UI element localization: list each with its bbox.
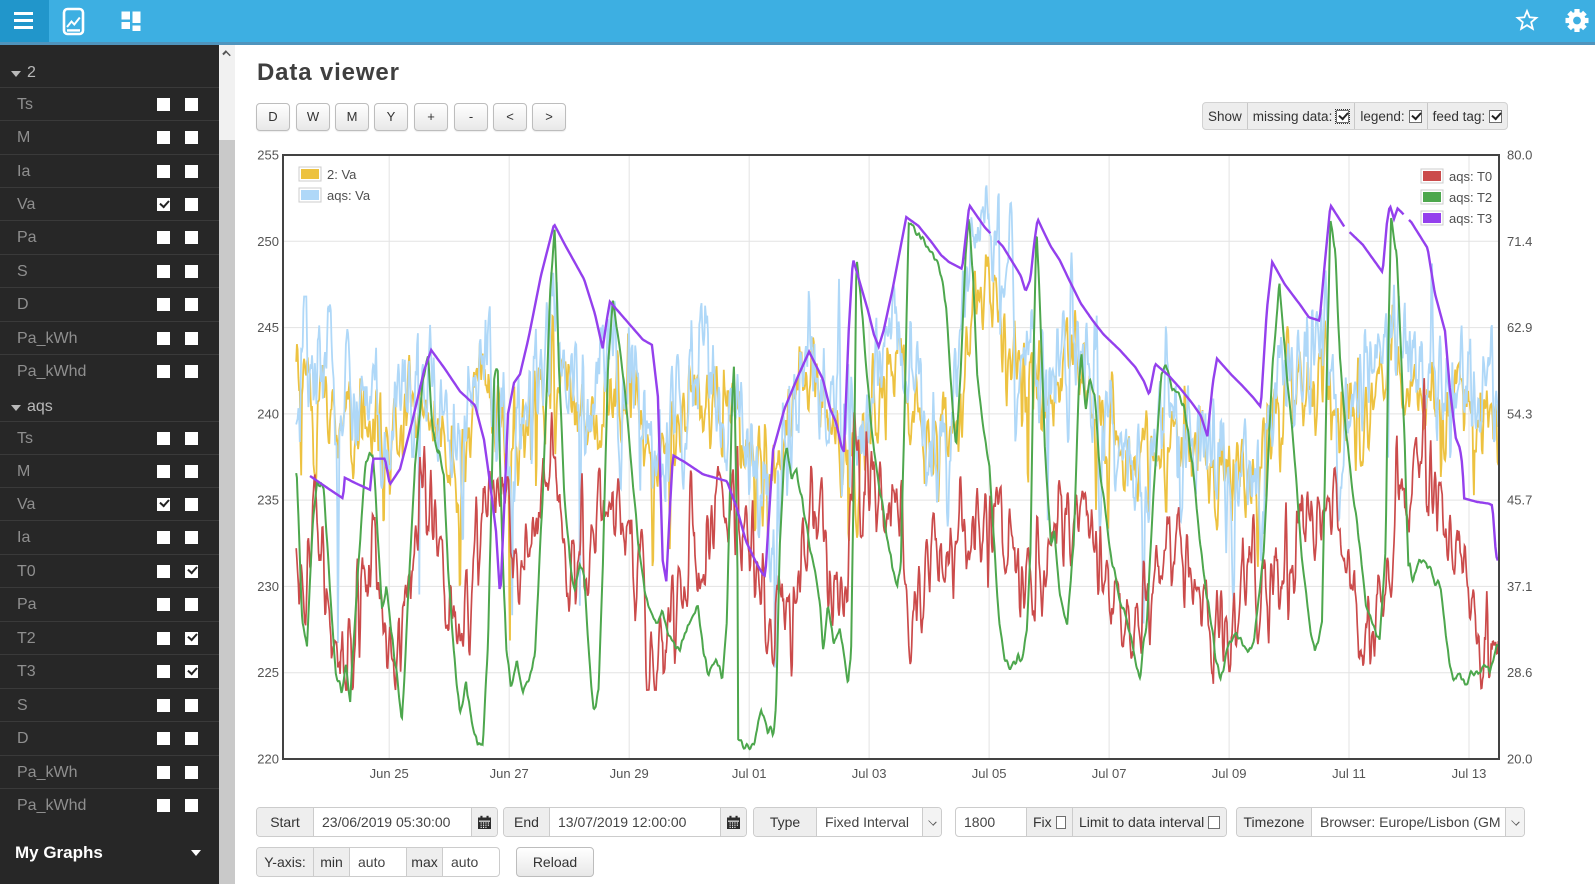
svg-text:62.9: 62.9 bbox=[1507, 320, 1532, 335]
svg-text:Jul 07: Jul 07 bbox=[1092, 766, 1127, 781]
svg-text:Jun 25: Jun 25 bbox=[370, 766, 409, 781]
svg-text:aqs: Va: aqs: Va bbox=[327, 188, 371, 203]
svg-text:Jul 13: Jul 13 bbox=[1452, 766, 1487, 781]
svg-text:aqs: T2: aqs: T2 bbox=[1449, 190, 1492, 205]
svg-text:2: Va: 2: Va bbox=[327, 167, 357, 182]
svg-text:250: 250 bbox=[257, 234, 279, 249]
svg-text:20.0: 20.0 bbox=[1507, 752, 1532, 767]
svg-text:240: 240 bbox=[257, 406, 279, 421]
svg-text:Jun 27: Jun 27 bbox=[490, 766, 529, 781]
svg-text:Jul 03: Jul 03 bbox=[852, 766, 887, 781]
svg-text:28.6: 28.6 bbox=[1507, 665, 1532, 680]
svg-text:245: 245 bbox=[257, 320, 279, 335]
svg-text:255: 255 bbox=[257, 148, 279, 163]
svg-text:45.7: 45.7 bbox=[1507, 493, 1532, 508]
svg-text:80.0: 80.0 bbox=[1507, 148, 1532, 163]
svg-text:54.3: 54.3 bbox=[1507, 406, 1532, 421]
svg-text:Jul 09: Jul 09 bbox=[1212, 766, 1247, 781]
svg-text:aqs: T0: aqs: T0 bbox=[1449, 169, 1492, 184]
svg-text:Jul 05: Jul 05 bbox=[972, 766, 1007, 781]
svg-text:235: 235 bbox=[257, 493, 279, 508]
svg-text:230: 230 bbox=[257, 579, 279, 594]
svg-text:Jul 11: Jul 11 bbox=[1332, 766, 1366, 781]
svg-text:71.4: 71.4 bbox=[1507, 234, 1532, 249]
svg-text:aqs: T3: aqs: T3 bbox=[1449, 211, 1492, 226]
svg-text:225: 225 bbox=[257, 665, 279, 680]
svg-text:37.1: 37.1 bbox=[1507, 579, 1532, 594]
svg-text:220: 220 bbox=[257, 752, 279, 767]
svg-text:Jun 29: Jun 29 bbox=[610, 766, 649, 781]
svg-text:Jul 01: Jul 01 bbox=[732, 766, 767, 781]
